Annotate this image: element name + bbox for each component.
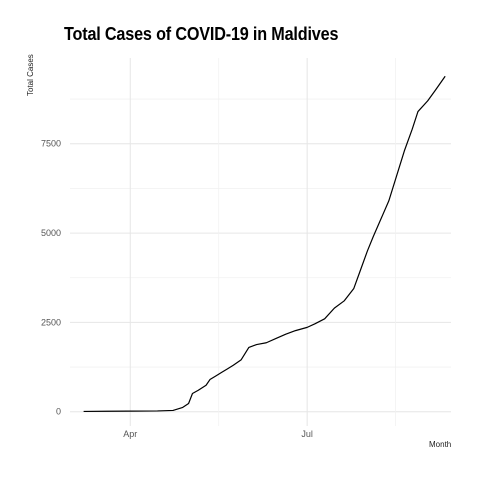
series-line (83, 75, 446, 413)
y-tick-label: 0 (56, 407, 61, 417)
x-axis-label: Month (429, 440, 452, 449)
x-tick-label: Jul (301, 429, 313, 439)
y-tick-label: 2500 (41, 317, 61, 327)
x-tick-label: Apr (123, 429, 137, 439)
series-layer (83, 75, 446, 413)
y-tick-label: 5000 (41, 228, 61, 238)
y-tick-label: 7500 (41, 139, 61, 149)
grid-lines (70, 58, 451, 426)
chart-title: Total Cases of COVID-19 in Maldives (64, 24, 339, 44)
tick-labels: 0 2500 5000 7500 Apr Jul (41, 139, 313, 439)
